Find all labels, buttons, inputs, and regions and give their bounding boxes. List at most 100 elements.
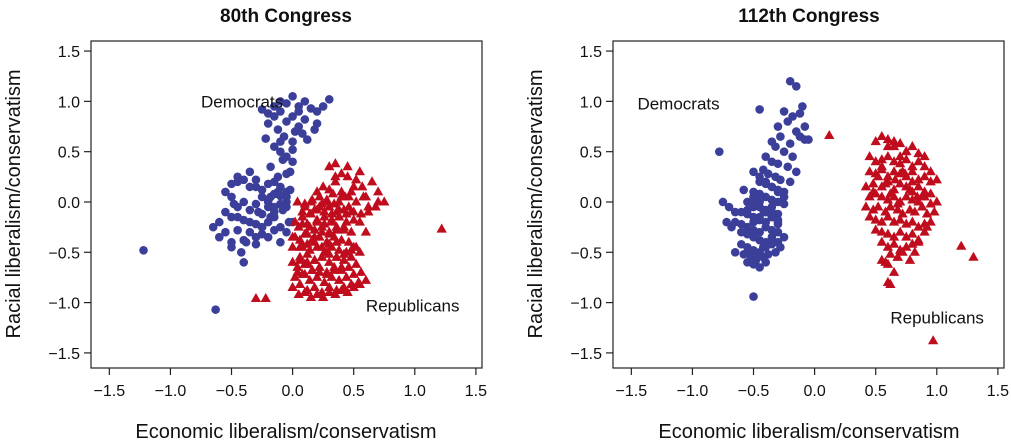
republican-point — [297, 241, 308, 251]
democrat-point — [282, 99, 291, 108]
republican-point — [876, 216, 887, 226]
republican-point — [360, 274, 372, 284]
democrat-point — [767, 182, 777, 192]
republican-point — [336, 191, 347, 201]
democrat-point — [300, 115, 310, 124]
scatter-points — [715, 76, 979, 345]
democrat-point — [739, 185, 749, 195]
republican-point — [304, 208, 315, 218]
democrat-point — [288, 157, 297, 167]
democrat-point — [263, 119, 273, 128]
democrat-point — [211, 305, 220, 314]
y-tick-label: −1.0 — [570, 296, 602, 313]
republican-point — [329, 198, 340, 208]
republican-point — [289, 271, 301, 281]
democrat-point — [773, 187, 783, 197]
democrat-point — [245, 182, 255, 192]
republican-point — [309, 236, 320, 246]
democrat-point — [743, 222, 752, 232]
republican-point — [354, 166, 365, 176]
chart-title: 80th Congress — [220, 6, 352, 27]
republican-point — [876, 226, 887, 236]
republican-point — [882, 151, 894, 161]
republican-point — [868, 178, 879, 188]
republican-point — [366, 176, 378, 186]
republican-point — [360, 226, 372, 236]
republican-point — [354, 246, 365, 256]
republican-point — [912, 191, 923, 201]
republican-point — [860, 201, 872, 211]
democrat-point — [245, 217, 255, 227]
republican-point — [292, 261, 303, 271]
republican-point — [885, 248, 896, 258]
democrat-point — [257, 192, 267, 202]
democrat-point — [776, 242, 785, 252]
democrat-point — [730, 207, 740, 217]
democrat-point — [229, 199, 239, 209]
y-axis-label: Racial liberalism/conservatism — [525, 70, 547, 339]
republican-point — [882, 258, 894, 268]
democrat-point — [755, 227, 764, 237]
republican-point — [305, 291, 317, 302]
republican-point — [913, 236, 924, 246]
republican-point — [324, 256, 335, 266]
republican-point — [324, 281, 335, 291]
republican-point — [894, 178, 906, 188]
democrat-point — [771, 142, 780, 151]
republican-point — [260, 292, 271, 303]
democrat-point — [776, 132, 785, 141]
x-tick-label: 0.5 — [865, 383, 887, 400]
democrat-point — [779, 147, 789, 156]
republican-point — [907, 228, 918, 238]
republican-point — [870, 136, 881, 146]
democrat-point — [767, 209, 777, 219]
republican-point — [354, 278, 365, 288]
republican-point — [327, 188, 339, 198]
x-tick-label: 1.0 — [404, 383, 426, 400]
republican-point — [897, 246, 908, 256]
republican-point — [916, 201, 928, 211]
republican-point — [336, 168, 347, 178]
republican-point — [318, 181, 329, 191]
democrat-point — [800, 122, 810, 131]
democrat-point — [294, 107, 304, 116]
republican-point — [892, 198, 903, 208]
republican-point — [324, 286, 335, 297]
republican-point — [330, 176, 341, 186]
republican-point — [294, 234, 306, 244]
republican-point — [331, 236, 342, 246]
republican-point — [316, 241, 328, 251]
y-tick-label: −0.5 — [48, 245, 80, 262]
republican-point — [901, 231, 912, 241]
democrat-point — [282, 117, 291, 126]
republican-point — [888, 266, 900, 276]
annotations: Democrats Republicans — [637, 94, 983, 327]
democrat-point — [795, 109, 805, 118]
republican-point — [319, 211, 330, 221]
democrat-point — [288, 137, 297, 146]
democrat-point — [236, 247, 246, 257]
y-tick-label: 0.5 — [580, 145, 602, 162]
republican-point — [913, 221, 924, 231]
republican-point — [919, 171, 930, 181]
democrat-point — [785, 139, 795, 148]
republican-point — [824, 129, 835, 140]
republican-point — [350, 258, 362, 268]
democrat-point — [227, 192, 236, 202]
republican-point — [876, 130, 887, 141]
democrat-point — [239, 175, 249, 185]
republican-point — [350, 196, 362, 206]
democrat-point — [755, 263, 764, 272]
scatter-points — [139, 92, 447, 314]
democrat-point — [254, 207, 263, 217]
republican-point — [297, 218, 308, 228]
republican-point — [329, 264, 340, 274]
republican-point — [876, 236, 887, 246]
republican-point — [929, 206, 940, 216]
republican-point — [868, 186, 879, 196]
republican-point — [860, 181, 872, 191]
republican-point — [888, 141, 900, 151]
democrat-point — [233, 225, 242, 235]
republican-point — [354, 216, 365, 226]
democrat-point — [749, 167, 758, 177]
